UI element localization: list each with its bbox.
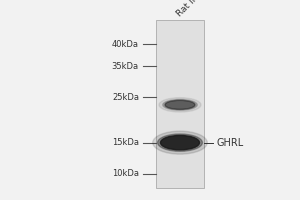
Text: 25kDa: 25kDa	[112, 93, 139, 102]
Text: 10kDa: 10kDa	[112, 169, 139, 178]
Text: 35kDa: 35kDa	[112, 62, 139, 71]
Text: 15kDa: 15kDa	[112, 138, 139, 147]
Text: 40kDa: 40kDa	[112, 40, 139, 49]
Ellipse shape	[153, 131, 207, 154]
Ellipse shape	[165, 100, 195, 109]
Text: GHRL: GHRL	[216, 138, 243, 148]
Bar	[156, 20, 204, 188]
Ellipse shape	[158, 134, 202, 151]
Text: Rat liver: Rat liver	[176, 0, 209, 18]
Ellipse shape	[163, 99, 197, 110]
Ellipse shape	[159, 98, 201, 112]
Ellipse shape	[160, 135, 200, 150]
